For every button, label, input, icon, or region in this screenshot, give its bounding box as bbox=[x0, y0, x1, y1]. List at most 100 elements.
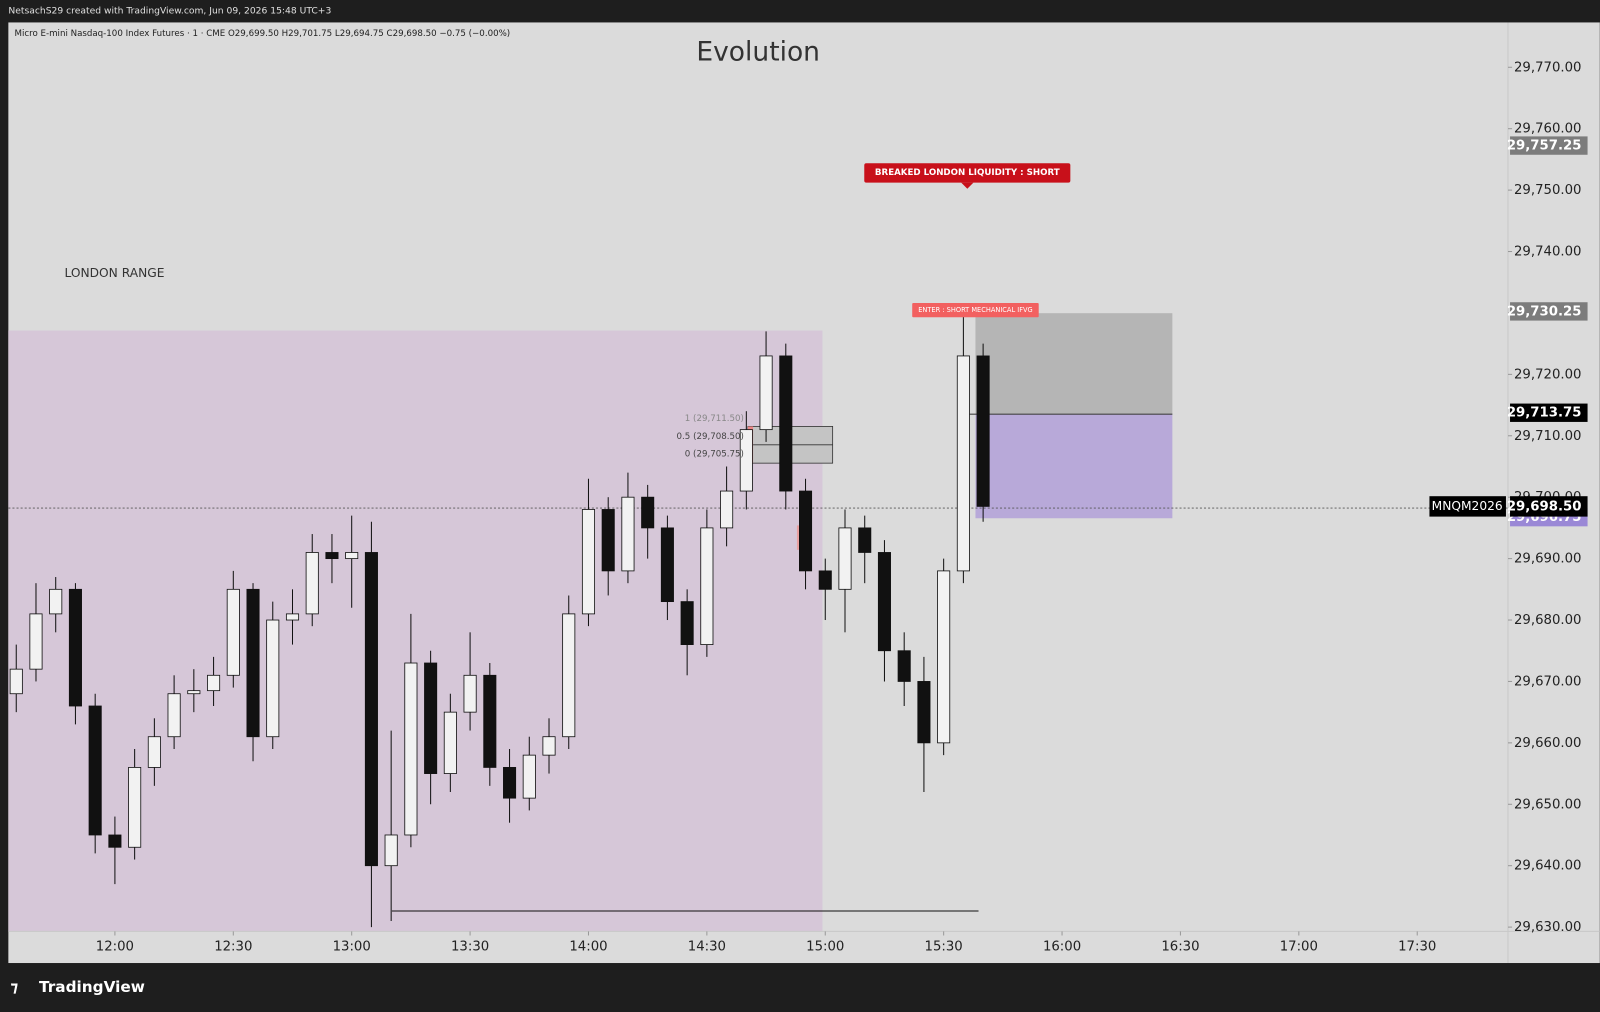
candle-body bbox=[285, 613, 300, 621]
y-tick-label: 29,640.00 bbox=[1514, 859, 1581, 874]
candle-body bbox=[147, 736, 161, 768]
y-tick-label: 29,720.00 bbox=[1514, 367, 1581, 382]
candle-body bbox=[9, 668, 23, 695]
header: NetsachS29 created with TradingView.com,… bbox=[8, 6, 331, 17]
candle-body bbox=[601, 509, 615, 572]
x-tick-label: 14:00 bbox=[569, 940, 607, 955]
axes: 29,630.00 29,640.00 29,650.00 29,660.00 29,6… bbox=[96, 60, 1588, 955]
x-tick-label: 14:30 bbox=[688, 940, 726, 955]
x-tick-label: 12:30 bbox=[214, 940, 252, 955]
candle-body bbox=[641, 496, 655, 529]
target-zone bbox=[975, 414, 1173, 519]
y-tick-label: 29,660.00 bbox=[1514, 736, 1581, 751]
price-badge-label: 29,730.25 bbox=[1507, 304, 1582, 319]
y-tick-label: 29,740.00 bbox=[1514, 245, 1581, 260]
y-tick-label: 29,680.00 bbox=[1514, 613, 1581, 628]
y-tick-label: 29,760.00 bbox=[1514, 122, 1581, 137]
signal-label: BREAKED LONDON LIQUIDITY : SHORT bbox=[875, 168, 1060, 178]
fib-label: 1 (29,711.50) bbox=[685, 414, 744, 424]
price-badge-label: 29,757.25 bbox=[1507, 139, 1582, 154]
candle-body bbox=[49, 588, 63, 615]
candle-body bbox=[897, 650, 911, 682]
candle-body bbox=[424, 662, 438, 774]
candle-body bbox=[68, 588, 82, 707]
london-range-label: LONDON RANGE bbox=[64, 266, 164, 280]
signal-pointer bbox=[961, 182, 974, 189]
chart-title: Evolution bbox=[696, 37, 820, 68]
y-tick-label: 29,710.00 bbox=[1514, 429, 1581, 444]
symbol-badge bbox=[1429, 496, 1506, 517]
price-badge-label: 29,713.75 bbox=[1507, 406, 1582, 421]
y-tick-label: 29,670.00 bbox=[1514, 674, 1581, 689]
x-tick-label: 17:30 bbox=[1398, 940, 1436, 955]
x-tick-label: 16:30 bbox=[1161, 940, 1199, 955]
x-tick-label: 15:30 bbox=[925, 940, 963, 955]
price-badge bbox=[1510, 136, 1588, 155]
y-tick-label: 29,650.00 bbox=[1514, 797, 1581, 812]
candle-body bbox=[739, 429, 753, 492]
candle-body bbox=[364, 552, 378, 867]
candle-body bbox=[680, 601, 694, 646]
candle-body bbox=[877, 552, 891, 652]
candle-body bbox=[818, 570, 832, 590]
candle-body bbox=[128, 767, 142, 848]
last-price-label: 29,698.50 bbox=[1507, 499, 1582, 514]
candle-body bbox=[937, 570, 951, 744]
footer-logo: ⁊ bbox=[10, 978, 18, 996]
x-tick-label: 15:00 bbox=[806, 940, 844, 955]
footer: ⁊ TradingView bbox=[10, 978, 145, 996]
candle-body bbox=[720, 490, 734, 529]
candle-body bbox=[581, 509, 596, 615]
candle-body bbox=[246, 588, 260, 738]
stop-zone bbox=[975, 313, 1173, 415]
footer-brand: TradingView bbox=[39, 978, 145, 996]
last-price-badge bbox=[1510, 496, 1588, 517]
candle-body bbox=[463, 674, 477, 713]
entry-box bbox=[912, 302, 1039, 318]
symbol-label: MNQM2026 bbox=[1432, 499, 1503, 513]
candle-body bbox=[384, 834, 398, 867]
candle-body bbox=[207, 674, 221, 692]
fib-label: 0.5 (29,708.50) bbox=[677, 432, 744, 442]
candle-body bbox=[660, 527, 674, 603]
x-tick-label: 13:30 bbox=[451, 940, 489, 955]
candle-body bbox=[167, 693, 181, 738]
fib-label: 0 (29,705.75) bbox=[685, 449, 744, 459]
symbol-line: Micro E-mini Nasdaq-100 Index Futures · … bbox=[14, 29, 510, 39]
candles bbox=[9, 311, 990, 928]
candle-body bbox=[917, 681, 931, 744]
y-tick-label: 29,770.00 bbox=[1514, 60, 1581, 75]
price-badge bbox=[1510, 403, 1588, 422]
candle-body bbox=[562, 613, 576, 738]
candle-body bbox=[858, 527, 872, 553]
entry-label: ENTER : SHORT MECHANICAL IFVG bbox=[918, 306, 1032, 314]
candle-body bbox=[522, 754, 536, 799]
x-tick-label: 17:00 bbox=[1280, 940, 1318, 955]
candle-body bbox=[542, 736, 556, 756]
candle-body bbox=[621, 496, 635, 572]
candle-body bbox=[266, 619, 280, 738]
candle-body bbox=[345, 552, 359, 560]
candle-body bbox=[503, 767, 517, 799]
candle-body bbox=[443, 711, 457, 774]
candle-body bbox=[700, 527, 714, 646]
x-tick-label: 16:00 bbox=[1043, 940, 1081, 955]
candle-body bbox=[108, 834, 122, 848]
candle-body bbox=[187, 690, 201, 695]
candle-body bbox=[956, 355, 970, 572]
candle-body bbox=[29, 613, 43, 670]
candle-body bbox=[88, 705, 102, 836]
candle-body bbox=[779, 355, 793, 492]
y-tick-label: 29,750.00 bbox=[1514, 183, 1581, 198]
candle-body bbox=[838, 527, 852, 590]
y-tick-label: 29,690.00 bbox=[1514, 552, 1581, 567]
x-tick-label: 12:00 bbox=[96, 940, 134, 955]
candle-body bbox=[759, 355, 773, 431]
price-badge bbox=[1510, 302, 1588, 321]
candle-body bbox=[404, 662, 418, 836]
candle-body bbox=[976, 355, 990, 507]
x-tick-label: 13:00 bbox=[333, 940, 371, 955]
y-tick-label: 29,630.00 bbox=[1514, 920, 1581, 935]
